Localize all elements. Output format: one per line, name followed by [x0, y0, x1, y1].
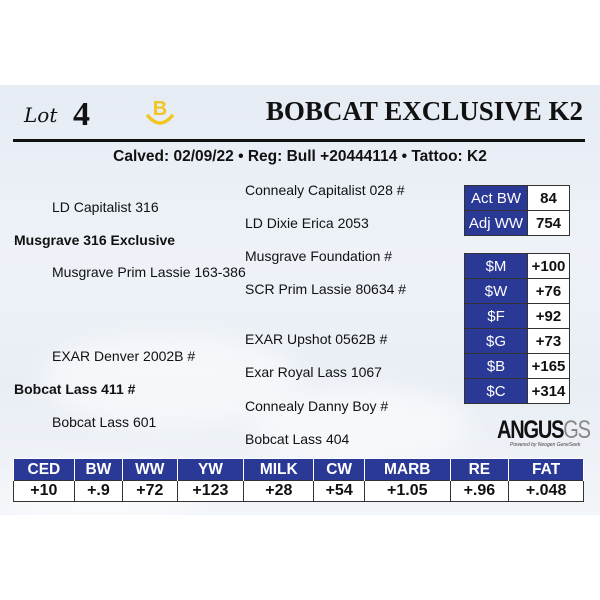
index-label: $G	[464, 328, 528, 354]
pedigree-sire: Musgrave 316 Exclusive	[14, 232, 176, 248]
table-row: Act BW 84	[464, 185, 570, 211]
index-value: +92	[527, 303, 570, 329]
bobcat-b-logo-icon: B	[146, 98, 174, 125]
weight-label: Adj WW	[464, 210, 528, 236]
index-value: +100	[527, 253, 570, 279]
svg-text:B: B	[153, 98, 167, 120]
pedigree-dam-sire-sire: EXAR Upshot 0562B #	[245, 331, 388, 347]
pedigree-sire-sire-sire: Connealy Capitalist 028 #	[245, 182, 405, 198]
pedigree-dam-dam-dam: Bobcat Lass 404	[245, 431, 350, 447]
index-value: +314	[527, 378, 570, 404]
table-row: $C +314	[464, 378, 570, 404]
epd-header: MILK	[243, 458, 315, 481]
lot-label: Lot	[24, 103, 58, 127]
epd-value: +.048	[508, 480, 584, 502]
weight-value: 754	[527, 210, 570, 236]
pedigree-sire-sire-dam: LD Dixie Erica 2053	[245, 215, 369, 231]
table-row: $M +100	[464, 253, 570, 279]
pedigree-dam-sire: EXAR Denver 2002B #	[52, 348, 196, 364]
epd-header: YW	[176, 458, 245, 481]
epd-header: CW	[313, 458, 365, 481]
pedigree-sire-sire: LD Capitalist 316	[52, 199, 159, 215]
epd-value: +10	[13, 480, 75, 502]
epd-value: +.9	[73, 480, 124, 502]
pedigree-dam: Bobcat Lass 411 #	[14, 381, 136, 397]
index-value: +73	[527, 328, 570, 354]
index-label: $M	[464, 253, 528, 279]
epd-value: +.96	[449, 480, 510, 502]
index-table: $M +100 $W +76 $F +92 $G +73 $B +165 $C +314	[464, 253, 570, 404]
epd-value-row: +10 +.9 +72 +123 +28 +54 +1.05 +.96 +.04…	[13, 480, 584, 502]
index-label: $C	[464, 378, 528, 404]
index-label: $W	[464, 278, 528, 304]
epd-value: +28	[243, 480, 315, 502]
table-row: $G +73	[464, 328, 570, 354]
angus-gs-logo: ANGUSGS	[497, 416, 591, 445]
epd-header: WW	[122, 458, 178, 481]
epd-value: +1.05	[363, 480, 451, 502]
pedigree-dam-dam-sire: Connealy Danny Boy #	[245, 398, 389, 414]
lot-number: 4	[73, 96, 90, 133]
weight-label: Act BW	[464, 185, 528, 211]
table-row: $F +92	[464, 303, 570, 329]
pedigree-sire-dam: Musgrave Prim Lassie 163-386	[52, 264, 246, 280]
index-label: $B	[464, 353, 528, 379]
weights-table: Act BW 84 Adj WW 754	[464, 185, 570, 236]
pedigree-dam-dam: Bobcat Lass 601	[52, 414, 157, 430]
epd-header-row: CED BW WW YW MILK CW MARB RE FAT	[13, 458, 584, 481]
weight-value: 84	[527, 185, 570, 211]
header-divider	[13, 139, 585, 142]
index-label: $F	[464, 303, 528, 329]
pedigree-dam-sire-dam: Exar Royal Lass 1067	[245, 364, 382, 380]
angus-gs-tagline: Powered by Neogen GeneSeek	[510, 442, 581, 448]
epd-header: RE	[449, 458, 510, 481]
calved-reg-tattoo-line: Calved: 02/09/22 • Reg: Bull +20444114 •…	[113, 148, 487, 165]
pedigree-sire-dam-sire: Musgrave Foundation #	[245, 248, 393, 264]
gs-text: GS	[563, 416, 591, 444]
table-row: $W +76	[464, 278, 570, 304]
epd-header: CED	[13, 458, 75, 481]
epd-value: +54	[313, 480, 365, 502]
pedigree-sire-dam-dam: SCR Prim Lassie 80634 #	[245, 281, 407, 297]
epd-table: CED BW WW YW MILK CW MARB RE FAT +10 +.9…	[13, 458, 584, 502]
table-row: Adj WW 754	[464, 210, 570, 236]
animal-name-title: BOBCAT EXCLUSIVE K2	[265, 96, 583, 126]
index-value: +165	[527, 353, 570, 379]
epd-header: MARB	[363, 458, 451, 481]
epd-value: +123	[176, 480, 245, 502]
epd-header: BW	[73, 458, 124, 481]
angus-text: ANGUS	[497, 416, 564, 444]
epd-header: FAT	[508, 458, 584, 481]
epd-value: +72	[122, 480, 178, 502]
index-value: +76	[527, 278, 570, 304]
table-row: $B +165	[464, 353, 570, 379]
